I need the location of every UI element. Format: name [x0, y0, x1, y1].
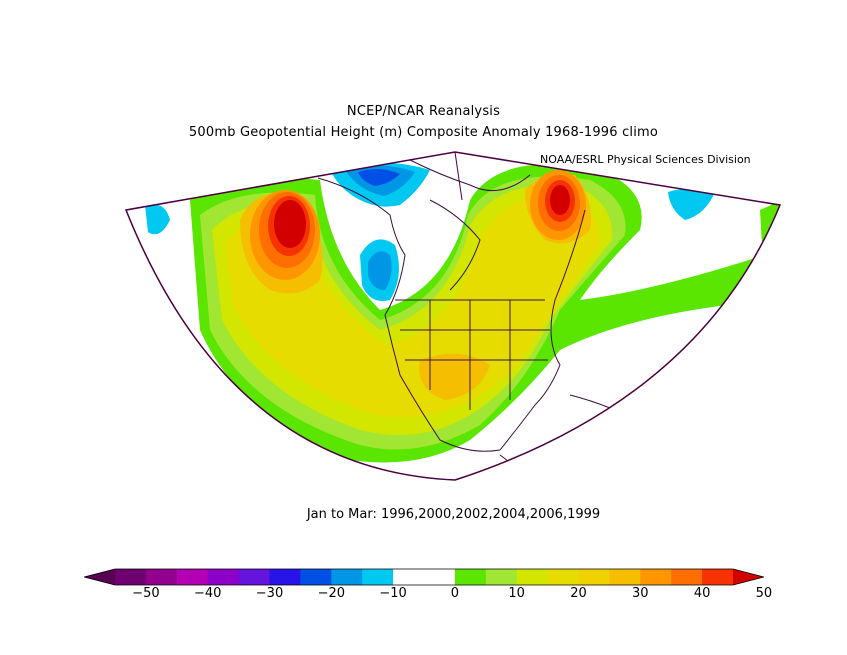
colorbar-tick-label: 20 — [570, 586, 587, 601]
colorbar-swatch — [424, 569, 456, 585]
colorbar-swatch — [331, 569, 363, 585]
map-title: NCEP/NCAR Reanalysis — [346, 104, 501, 119]
anomaly-min-coast-core — [368, 251, 392, 290]
map-outline — [124, 151, 782, 481]
colorbar-tick-label: 0 — [450, 586, 460, 601]
period-label: Jan to Mar: 1996,2000,2002,2004,2006,199… — [306, 507, 601, 522]
colorbar-tick-label: 40 — [693, 586, 711, 601]
colorbar-swatch — [547, 569, 579, 585]
anomaly-max-east-4 — [550, 185, 570, 215]
colorbar-swatch — [485, 569, 518, 585]
colorbar-swatch — [393, 569, 425, 585]
colorbar-swatch — [609, 569, 641, 585]
colorbar-swatch — [238, 569, 270, 585]
colorbar-tick-label: 30 — [632, 586, 649, 601]
colorbar-swatch — [516, 569, 549, 585]
colorbar-swatch — [454, 569, 487, 585]
map-meridian — [454, 151, 463, 201]
colorbar-swatch — [702, 569, 734, 585]
anomaly-min-alaska-3 — [358, 168, 400, 186]
colorbar-swatch — [176, 569, 209, 585]
colorbar-tick-label: 10 — [508, 586, 525, 601]
colorbar-tick-label: −20 — [317, 586, 346, 601]
colorbar-swatch — [671, 569, 703, 585]
colorbar-tick-label: −50 — [132, 586, 160, 601]
colorbar-tick-label: −10 — [379, 586, 407, 601]
colorbar — [84, 568, 764, 586]
colorbar-swatch — [269, 569, 301, 585]
colorbar-tick-label: −40 — [193, 586, 222, 601]
anomaly-min-atlantic — [668, 188, 715, 220]
anomaly-max-west-4 — [274, 200, 306, 248]
colorbar-swatch — [115, 569, 147, 585]
colorbar-swatch — [578, 569, 610, 585]
colorbar-tick-label: −30 — [255, 586, 284, 601]
map-subtitle: 500mb Geopotential Height (m) Composite … — [188, 125, 659, 140]
colorbar-under-arrow — [84, 569, 115, 585]
colorbar-swatch — [362, 569, 394, 585]
anomaly-field — [126, 152, 780, 480]
colorbar-over-arrow — [733, 569, 764, 585]
anomaly-min-pacific — [145, 204, 170, 235]
colorbar-swatch — [300, 569, 332, 585]
colorbar-swatch — [640, 569, 672, 585]
anomaly-contour-25 — [225, 195, 600, 418]
colorbar-swatch — [145, 569, 178, 585]
colorbar-swatch — [207, 569, 240, 585]
colorbar-tick-label: 50 — [755, 586, 773, 601]
credit-label: NOAA/ESRL Physical Sciences Division — [540, 153, 751, 166]
anomaly-contour-30-south — [419, 353, 490, 400]
